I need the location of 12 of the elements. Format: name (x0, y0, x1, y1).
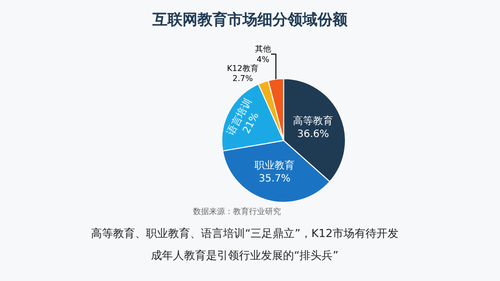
slice-label: 其他 (255, 44, 272, 54)
chart-title: 互联网教育市场细分领域份额 (152, 10, 348, 29)
source-note: 数据来源：教育行业研究 (193, 207, 281, 216)
slice-label: K12教育 (226, 64, 258, 73)
data-label: 35.7% (258, 173, 291, 184)
text: 高等教育、职业教育、语言培训“三足鼎立”，K12市场有待开发 (91, 227, 399, 240)
data-label: 2.7% (232, 74, 254, 84)
text: 成年人教育是引领行业发展的“排头兵” (151, 249, 338, 262)
slice-label: 高等教育 (293, 114, 334, 127)
slice-label: 职业教育 (254, 159, 295, 172)
data-label: 36.6% (297, 128, 330, 140)
data-label: 4% (256, 54, 270, 64)
